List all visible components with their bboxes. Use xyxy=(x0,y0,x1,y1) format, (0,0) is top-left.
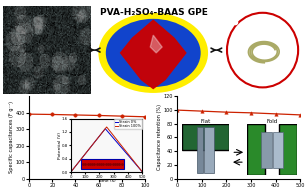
Y-axis label: Specific capacitances (F g⁻¹): Specific capacitances (F g⁻¹) xyxy=(9,101,14,174)
Ellipse shape xyxy=(98,13,208,93)
Ellipse shape xyxy=(106,19,201,87)
Polygon shape xyxy=(121,20,186,88)
Polygon shape xyxy=(150,35,162,53)
Y-axis label: Capacitance retention (%): Capacitance retention (%) xyxy=(157,105,162,170)
Text: PVA-H₂SO₄-BAAS GPE: PVA-H₂SO₄-BAAS GPE xyxy=(100,8,208,17)
